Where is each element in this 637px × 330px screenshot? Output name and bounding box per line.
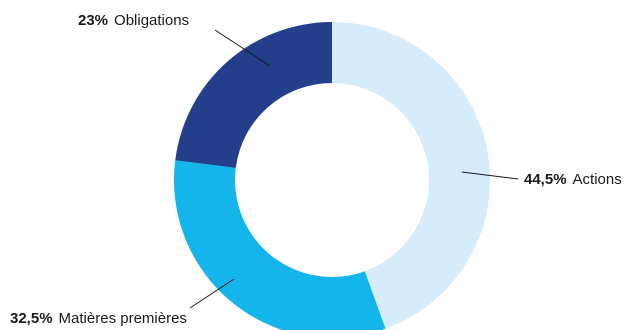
leader-line-obligations: [214, 29, 271, 67]
data-label-matieres-premieres: 32,5% Matières premières: [10, 310, 187, 327]
data-label-percent: 44,5%: [524, 171, 567, 188]
donut-slice-obligations: [175, 22, 332, 168]
data-label-category: Obligations: [114, 12, 189, 29]
data-label-obligations: 23% Obligations: [78, 12, 189, 29]
leader-line-actions: [461, 171, 519, 180]
data-label-category: Actions: [573, 171, 622, 188]
data-label-actions: 44,5% Actions: [524, 171, 622, 188]
data-label-percent: 23%: [78, 12, 108, 29]
donut-slice-matieres-premieres: [174, 160, 386, 330]
data-label-percent: 32,5%: [10, 310, 53, 327]
leader-line-matieres-premieres: [189, 278, 235, 309]
data-label-category: Matières premières: [59, 310, 187, 327]
donut-slice-actions: [332, 22, 491, 329]
